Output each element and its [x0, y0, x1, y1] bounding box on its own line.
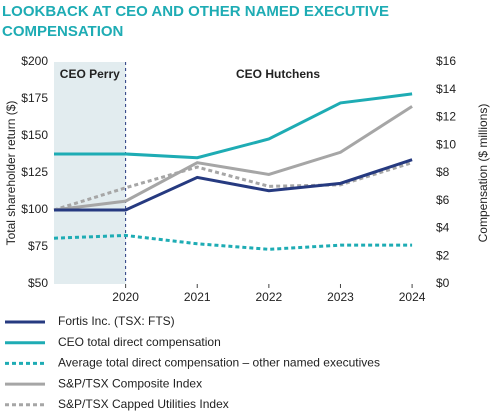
y2-tick-label: $14	[436, 82, 456, 96]
legend-label: CEO total direct compensation	[58, 335, 221, 349]
legend-label: S&P/TSX Capped Utilities Index	[58, 397, 229, 411]
x-tick-label: 2021	[184, 290, 211, 304]
x-tick-label: 2022	[256, 290, 283, 304]
x-tick-label: 2023	[327, 290, 354, 304]
annotation: CEO Hutchens	[236, 67, 320, 81]
series-line	[53, 105, 413, 212]
y2-tick-label: $12	[436, 110, 456, 124]
y2-tick-label: $8	[436, 165, 450, 179]
series-line	[54, 158, 413, 212]
y-axis-label: Total shareholder return ($)	[4, 101, 18, 246]
y-tick-label: $200	[21, 54, 48, 68]
x-tick-label: 2020	[112, 290, 139, 304]
y2-tick-label: $2	[436, 248, 450, 262]
y2-tick-label: $10	[436, 137, 456, 151]
x-tick-label: 2024	[399, 290, 426, 304]
y-tick-label: $75	[28, 239, 48, 253]
y2-axis-label: Compensation ($ millions)	[476, 104, 490, 243]
y2-tick-label: $0	[436, 276, 450, 290]
y-tick-label: $50	[28, 276, 48, 290]
legend-label: S&P/TSX Composite Index	[58, 376, 202, 390]
legend-label: Average total direct compensation – othe…	[58, 356, 380, 370]
y2-tick-label: $6	[436, 193, 450, 207]
y-tick-label: $150	[21, 128, 48, 142]
annotation: CEO Perry	[60, 67, 120, 81]
y2-tick-label: $16	[436, 54, 456, 68]
y-tick-label: $125	[21, 165, 48, 179]
shaded-region	[54, 62, 126, 284]
y2-tick-label: $4	[436, 221, 450, 235]
y-tick-label: $100	[21, 202, 48, 216]
series-line	[53, 233, 413, 251]
legend-label: Fortis Inc. (TSX: FTS)	[58, 314, 175, 328]
chart-title: LOOKBACK AT CEO AND OTHER NAMED EXECUTIV…	[2, 3, 389, 40]
series-line	[54, 92, 413, 160]
y-tick-label: $175	[21, 91, 48, 105]
